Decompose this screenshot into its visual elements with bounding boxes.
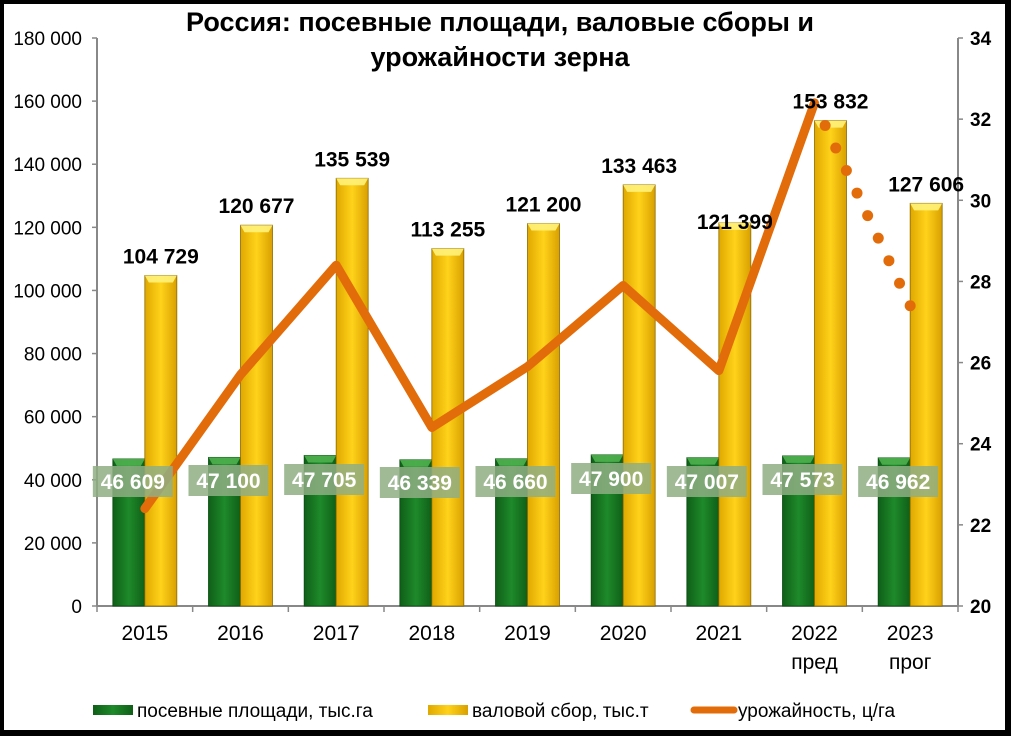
area-value-label: 47 573: [770, 469, 834, 492]
legend: посевные площади, тыс.га валовой сбор, т…: [93, 701, 895, 722]
legend-label-harvest: валовой сбор, тыс.т: [472, 701, 649, 722]
right-axis-tick-label: 28: [970, 272, 991, 293]
area-value-label: 46 339: [388, 472, 452, 495]
area-value-label: 46 660: [483, 471, 547, 494]
area-value-label-bg: [858, 466, 939, 497]
right-axis-tick-label: 22: [970, 516, 991, 537]
left-axis-tick-label: 20 000: [24, 534, 82, 555]
yield-line: [140, 98, 916, 514]
left-axis-tick-label: 140 000: [13, 155, 82, 176]
chart-title-line1: Россия: посевные площади, валовые сборы …: [186, 7, 814, 37]
legend-item-yield[interactable]: урожайность, ц/га: [690, 701, 895, 722]
harvest-value-label: 113 255: [410, 219, 485, 242]
area-value-label-bg: [92, 466, 173, 497]
harvest-value-label: 135 539: [314, 148, 390, 171]
area-value-label: 47 100: [196, 470, 260, 493]
area-value-label: 47 900: [579, 468, 643, 491]
area-value-label: 47 007: [675, 471, 739, 494]
x-axis-tick-label: 2022: [791, 622, 838, 645]
right-axis-tick-label: 34: [970, 29, 992, 50]
harvest-value-label: 127 606: [888, 173, 964, 196]
harvest-value-label: 121 200: [506, 194, 582, 217]
left-axis-tick-label: 60 000: [24, 408, 82, 429]
yield-line-dot: [862, 210, 874, 222]
x-axis-tick-label: 2023: [887, 622, 934, 645]
bar-harvest[interactable]: [144, 275, 178, 607]
harvest-value-label: 153 832: [793, 91, 869, 114]
x-axis-tick-sublabel: пред: [791, 651, 838, 674]
right-axis-tick-label: 32: [970, 110, 991, 131]
yield-line-dot: [872, 232, 884, 244]
area-value-label: 47 705: [292, 469, 357, 492]
area-value-label-bg: [475, 466, 556, 497]
right-axis-tick-label: 20: [970, 597, 991, 618]
yield-line-solid[interactable]: [140, 98, 819, 514]
area-value-label-bg: [188, 465, 269, 496]
bar-harvest[interactable]: [909, 202, 943, 607]
area-value-label-bg: [284, 464, 365, 495]
legend-swatch-area: [93, 705, 133, 715]
area-value-label-bg: [571, 463, 652, 494]
harvest-value-label: 133 463: [601, 155, 677, 178]
x-axis-tick-sublabel: прог: [889, 651, 932, 674]
left-axis-tick-label: 160 000: [13, 92, 82, 113]
yield-line-dot: [904, 300, 916, 312]
x-axis-tick-label: 2019: [504, 622, 551, 645]
x-axis-tick-label: 2020: [600, 622, 647, 645]
right-axis-tick-label: 26: [970, 354, 991, 375]
bar-harvest[interactable]: [240, 224, 273, 607]
area-value-label: 46 962: [866, 471, 930, 494]
x-axis-tick-label: 2015: [121, 622, 168, 645]
bar-harvest[interactable]: [718, 222, 752, 607]
left-axis-tick-label: 100 000: [13, 281, 82, 302]
legend-label-yield: урожайность, ц/га: [738, 701, 895, 722]
right-axis-tick-label: 30: [970, 191, 991, 212]
right-axis-tick-label: 24: [970, 435, 992, 456]
x-axis-tick-label: 2016: [217, 622, 264, 645]
yield-line-dot: [819, 119, 831, 131]
area-value-label: 46 609: [101, 471, 165, 494]
axes: 0 20 000 40 000 60 000 80 000 100 000 120 000 1…: [13, 29, 991, 674]
yield-line-dot: [883, 255, 895, 267]
bar-harvest[interactable]: [622, 184, 656, 607]
left-axis-tick-label: 180 000: [13, 29, 82, 50]
bar-harvest[interactable]: [527, 223, 560, 607]
legend-label-area: посевные площади, тыс.га: [137, 701, 373, 722]
left-axis-tick-label: 40 000: [24, 471, 82, 492]
legend-swatch-harvest: [428, 705, 468, 715]
yield-line-dot: [894, 277, 906, 289]
x-axis-tick-label: 2021: [695, 622, 742, 645]
x-axis-tick-label: 2017: [313, 622, 360, 645]
area-value-label-bg: [666, 466, 747, 497]
bar-harvest[interactable]: [814, 120, 847, 607]
left-axis-tick-label: 0: [71, 597, 82, 618]
x-axis-tick-label: 2018: [408, 622, 455, 645]
harvest-value-label: 104 729: [123, 246, 199, 269]
harvest-value-label: 121 399: [697, 211, 773, 234]
legend-item-area[interactable]: посевные площади, тыс.га: [93, 701, 373, 722]
yield-line-dot: [851, 187, 863, 199]
yield-line-dot: [840, 165, 852, 177]
yield-line-dot: [830, 142, 842, 154]
area-value-label-bg: [379, 467, 460, 498]
harvest-value-label: 120 677: [219, 195, 295, 218]
left-axis-tick-label: 120 000: [13, 218, 82, 239]
bar-harvest[interactable]: [335, 177, 369, 607]
data-labels: 104 729 46 609 120 677 47 100 135 539 47 705 1…: [92, 91, 964, 498]
area-value-label-bg: [762, 464, 843, 495]
chart-title-line2: урожайности зерна: [370, 42, 630, 72]
legend-item-harvest[interactable]: валовой сбор, тыс.т: [428, 701, 649, 722]
left-axis-tick-label: 80 000: [24, 345, 82, 366]
